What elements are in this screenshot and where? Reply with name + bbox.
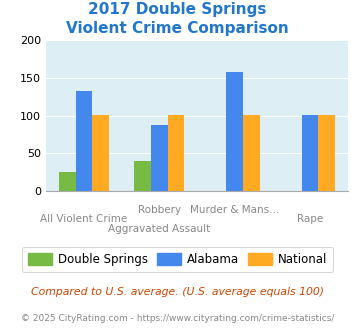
- Bar: [302, 115, 318, 191]
- Bar: [168, 115, 184, 191]
- Text: Violent Crime Comparison: Violent Crime Comparison: [66, 21, 289, 36]
- Bar: [318, 115, 335, 191]
- Text: Murder & Mans...: Murder & Mans...: [190, 205, 279, 214]
- Bar: [151, 125, 168, 191]
- Bar: [243, 115, 260, 191]
- Text: Rape: Rape: [297, 214, 323, 224]
- Text: Compared to U.S. average. (U.S. average equals 100): Compared to U.S. average. (U.S. average …: [31, 287, 324, 297]
- Text: All Violent Crime: All Violent Crime: [40, 214, 127, 224]
- Text: 2017 Double Springs: 2017 Double Springs: [88, 2, 267, 16]
- Bar: [59, 172, 76, 191]
- Text: Aggravated Assault: Aggravated Assault: [108, 224, 211, 234]
- Bar: [92, 115, 109, 191]
- Legend: Double Springs, Alabama, National: Double Springs, Alabama, National: [22, 247, 333, 272]
- Bar: [135, 161, 151, 191]
- Text: Robbery: Robbery: [138, 205, 181, 214]
- Bar: [226, 72, 243, 191]
- Text: © 2025 CityRating.com - https://www.cityrating.com/crime-statistics/: © 2025 CityRating.com - https://www.city…: [21, 314, 334, 323]
- Bar: [76, 91, 92, 191]
